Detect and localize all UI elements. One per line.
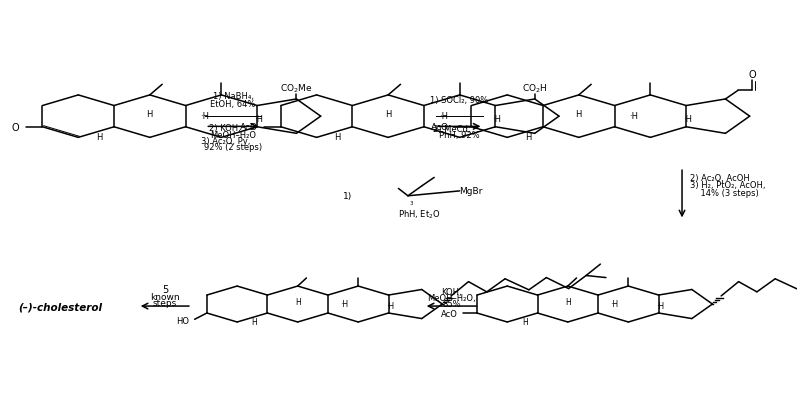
Text: H: H: [252, 317, 258, 326]
Text: 85%: 85%: [442, 299, 461, 309]
Text: 1): 1): [343, 192, 352, 201]
Text: CO$_2$H: CO$_2$H: [522, 82, 547, 95]
Text: $_3$: $_3$: [410, 198, 414, 207]
Text: H: H: [576, 110, 582, 119]
Text: 1) NaBH₄,: 1) NaBH₄,: [213, 92, 254, 100]
Text: KOH,: KOH,: [442, 287, 462, 296]
Text: PhH, Et$_2$O: PhH, Et$_2$O: [398, 208, 442, 220]
Text: ·H: ·H: [610, 299, 618, 308]
Text: AcO: AcO: [441, 309, 458, 318]
Text: CO$_2$Me: CO$_2$Me: [280, 82, 313, 95]
Text: O: O: [749, 70, 756, 80]
Text: O: O: [12, 123, 19, 133]
Text: ·H: ·H: [438, 112, 448, 120]
Text: ·H: ·H: [386, 301, 394, 311]
Text: AcO: AcO: [430, 123, 449, 132]
Text: H: H: [522, 317, 528, 326]
Text: EtOH, 64%: EtOH, 64%: [210, 100, 256, 109]
Text: 3) H₂, PtO₂, AcOH,: 3) H₂, PtO₂, AcOH,: [690, 181, 766, 190]
Text: H: H: [295, 298, 301, 306]
Text: 3) Ac₂O, Py,: 3) Ac₂O, Py,: [201, 136, 250, 145]
Text: H: H: [385, 110, 391, 119]
Text: AcO: AcO: [240, 123, 258, 132]
Text: H: H: [565, 298, 570, 306]
Text: H: H: [525, 133, 531, 142]
Text: ·H: ·H: [340, 299, 348, 308]
Text: H: H: [334, 133, 341, 142]
Text: H: H: [146, 110, 153, 119]
Text: known: known: [150, 292, 180, 301]
Text: MeOH–H₂O,: MeOH–H₂O,: [427, 293, 476, 302]
Text: H: H: [96, 133, 102, 142]
Text: ·H: ·H: [656, 301, 664, 311]
Text: PhH, 92%: PhH, 92%: [439, 131, 480, 140]
Text: MgBr: MgBr: [459, 187, 483, 196]
Text: ·H: ·H: [492, 114, 502, 123]
Text: steps: steps: [153, 299, 177, 308]
Text: ·H: ·H: [683, 114, 692, 123]
Text: 2) Ac₂O, AcOH: 2) Ac₂O, AcOH: [690, 173, 750, 183]
Text: 92% (2 steps): 92% (2 steps): [204, 142, 262, 152]
Text: 5: 5: [162, 284, 168, 294]
Text: 1) SOCl₂, 90%: 1) SOCl₂, 90%: [430, 96, 489, 104]
Text: ·H: ·H: [254, 114, 263, 123]
Text: 2) MeCd,: 2) MeCd,: [433, 125, 470, 133]
Text: 14% (3 steps): 14% (3 steps): [690, 188, 758, 197]
Text: ·H: ·H: [200, 112, 210, 120]
Text: 2) KOH,: 2) KOH,: [210, 124, 241, 133]
Text: HO: HO: [176, 316, 190, 325]
Text: (–)-cholesterol: (–)-cholesterol: [18, 301, 102, 311]
Text: ·H: ·H: [630, 112, 638, 120]
Text: MeOH–H₂O: MeOH–H₂O: [210, 131, 256, 139]
